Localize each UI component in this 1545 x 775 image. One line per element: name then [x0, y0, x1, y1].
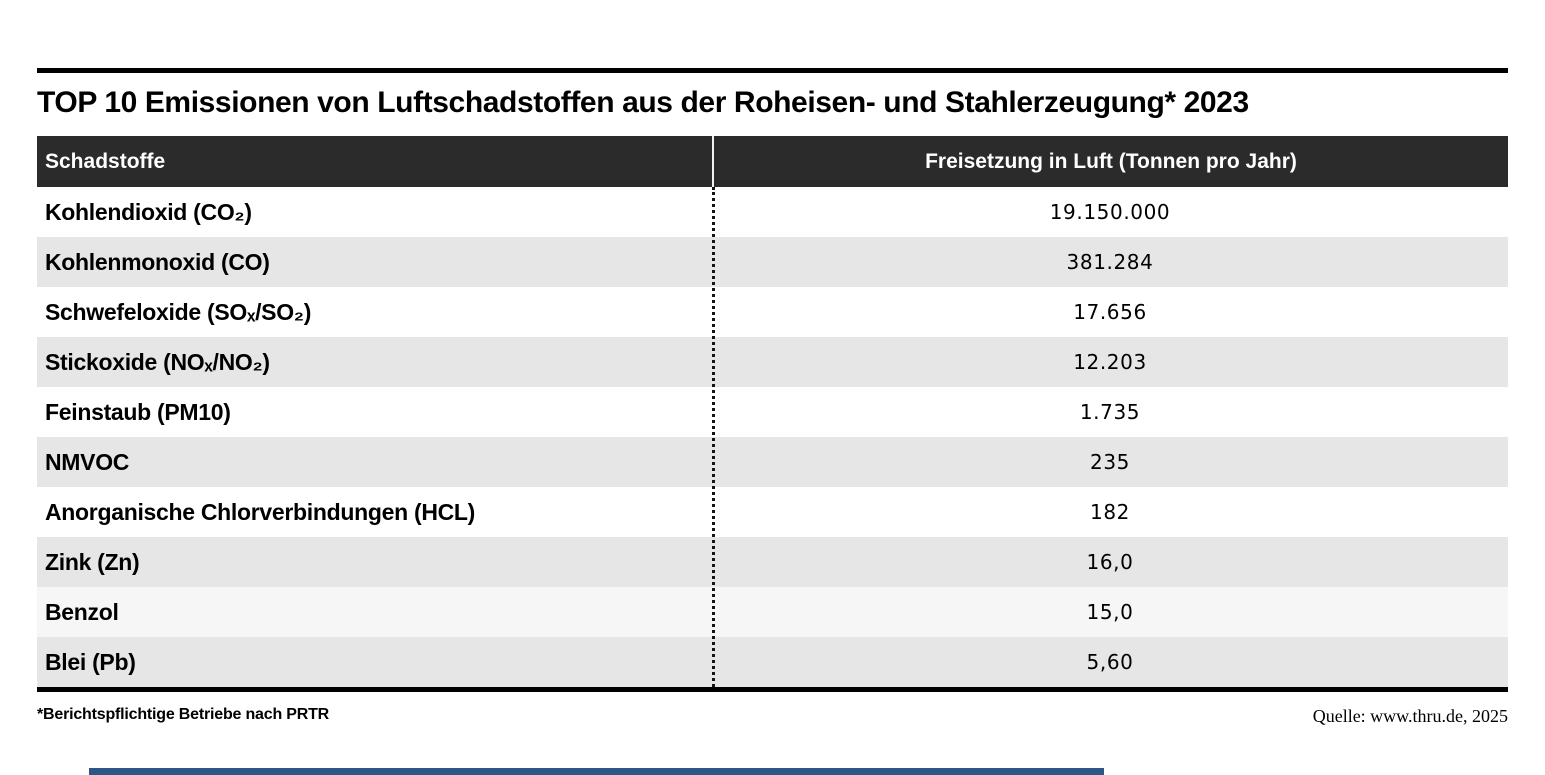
bottom-rule [37, 687, 1508, 692]
bottom-accent-bar [89, 768, 1104, 775]
pollutant-name: NMVOC [45, 448, 130, 475]
column-separator-dotted [712, 187, 715, 687]
table-row: Zink (Zn) 16,0 [37, 537, 1508, 587]
footer: *Berichtspflichtige Betriebe nach PRTR Q… [37, 706, 1508, 727]
table-row: Kohlenmonoxid (CO) 381.284 [37, 237, 1508, 287]
emission-value: 235 [1090, 450, 1130, 474]
table-row: Kohlendioxid (CO₂) 19.150.000 [37, 187, 1508, 237]
table-row: NMVOC 235 [37, 437, 1508, 487]
emission-value: 15,0 [1086, 600, 1134, 624]
pollutant-name: Kohlendioxid (CO₂) [45, 198, 252, 225]
pollutant-name: Kohlenmonoxid (CO) [45, 248, 270, 275]
page-title: TOP 10 Emissionen von Luftschadstoffen a… [37, 86, 1249, 119]
table-body: Kohlendioxid (CO₂) 19.150.000 Kohlenmono… [37, 187, 1508, 687]
source-credit: Quelle: www.thru.de, 2025 [1312, 706, 1508, 726]
emission-value: 12.203 [1073, 350, 1147, 374]
emission-value: 17.656 [1073, 300, 1147, 324]
column-header-schadstoffe: Schadstoffe [45, 149, 166, 173]
table-header-row: Schadstoffe Freisetzung in Luft (Tonnen … [37, 136, 1508, 187]
table-row: Feinstaub (PM10) 1.735 [37, 387, 1508, 437]
emission-value: 381.284 [1066, 250, 1154, 274]
emission-value: 19.150.000 [1049, 200, 1171, 224]
pollutant-name: Benzol [45, 598, 119, 625]
pollutant-name: Blei (Pb) [45, 648, 136, 675]
pollutant-name: Zink (Zn) [45, 548, 140, 575]
table-row: Benzol 15,0 [37, 587, 1508, 637]
table-row: Stickoxide (NOₓ/NO₂) 12.203 [37, 337, 1508, 387]
pollutant-name: Anorganische Chlorverbindungen (HCL) [45, 498, 476, 525]
emission-value: 5,60 [1086, 650, 1134, 674]
emission-value: 16,0 [1086, 550, 1134, 574]
emission-value: 1.735 [1079, 400, 1141, 424]
emission-value: 182 [1090, 500, 1130, 524]
pollutant-name: Feinstaub (PM10) [45, 398, 231, 425]
top-rule [37, 68, 1508, 73]
column-header-freisetzung: Freisetzung in Luft (Tonnen pro Jahr) [712, 136, 1508, 187]
table-row: Blei (Pb) 5,60 [37, 637, 1508, 687]
pollutant-name: Schwefeloxide (SOₓ/SO₂) [45, 298, 312, 325]
emissions-table: Schadstoffe Freisetzung in Luft (Tonnen … [37, 136, 1508, 692]
table-row: Schwefeloxide (SOₓ/SO₂) 17.656 [37, 287, 1508, 337]
pollutant-name: Stickoxide (NOₓ/NO₂) [45, 348, 270, 375]
footnote: *Berichtspflichtige Betriebe nach PRTR [37, 706, 330, 723]
table-row: Anorganische Chlorverbindungen (HCL) 182 [37, 487, 1508, 537]
